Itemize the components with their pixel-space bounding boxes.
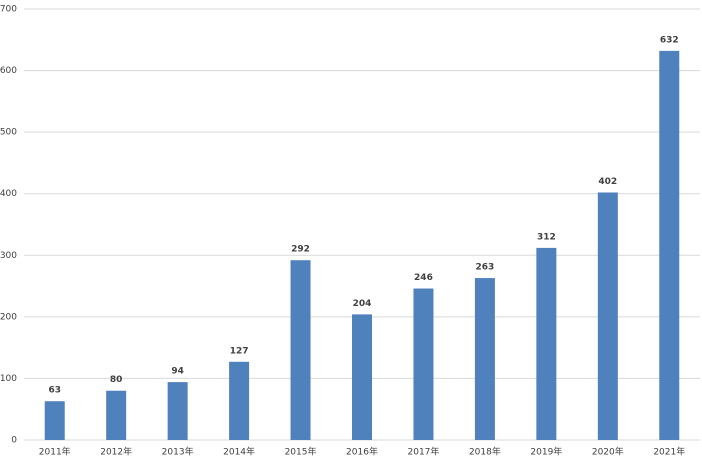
bar <box>106 390 127 440</box>
bar <box>167 382 188 440</box>
x-tick-label: 2012年 <box>100 446 132 458</box>
y-tick-label: 0 <box>11 436 17 446</box>
x-tick-label: 2014年 <box>223 446 255 458</box>
bar <box>413 288 434 440</box>
y-tick-label: 100 <box>0 374 17 384</box>
value-label: 292 <box>291 245 310 255</box>
x-tick-label: 2011年 <box>39 446 71 458</box>
value-label: 204 <box>353 299 372 309</box>
bar <box>352 314 372 440</box>
x-tick-label: 2013年 <box>162 446 194 458</box>
bar <box>474 278 495 440</box>
y-tick-label: 700 <box>0 5 17 15</box>
value-label: 312 <box>537 232 556 242</box>
value-label: 263 <box>476 263 495 273</box>
bar <box>659 50 680 441</box>
x-tick-label: 2017年 <box>408 446 440 458</box>
x-tick-label: 2019年 <box>530 446 562 458</box>
bar <box>597 192 618 440</box>
y-tick-label: 600 <box>0 66 17 76</box>
bar <box>44 401 65 440</box>
bar <box>229 361 250 440</box>
value-label: 246 <box>414 273 433 283</box>
x-tick-label: 2015年 <box>285 446 317 458</box>
bar <box>536 247 557 440</box>
x-tick-label: 2018年 <box>469 446 501 458</box>
value-label: 402 <box>598 177 617 187</box>
y-tick-label: 300 <box>0 251 17 261</box>
value-label: 63 <box>48 386 61 396</box>
y-tick-label: 400 <box>0 189 17 199</box>
x-tick-label: 2021年 <box>653 446 685 458</box>
x-tick-label: 2020年 <box>592 446 624 458</box>
bar <box>290 260 311 440</box>
value-label: 80 <box>110 375 123 385</box>
value-label: 632 <box>660 35 679 45</box>
value-label: 94 <box>171 367 184 377</box>
y-tick-label: 500 <box>0 128 17 138</box>
y-tick-label: 200 <box>0 312 17 322</box>
x-tick-label: 2016年 <box>346 446 378 458</box>
value-label: 127 <box>230 346 249 356</box>
